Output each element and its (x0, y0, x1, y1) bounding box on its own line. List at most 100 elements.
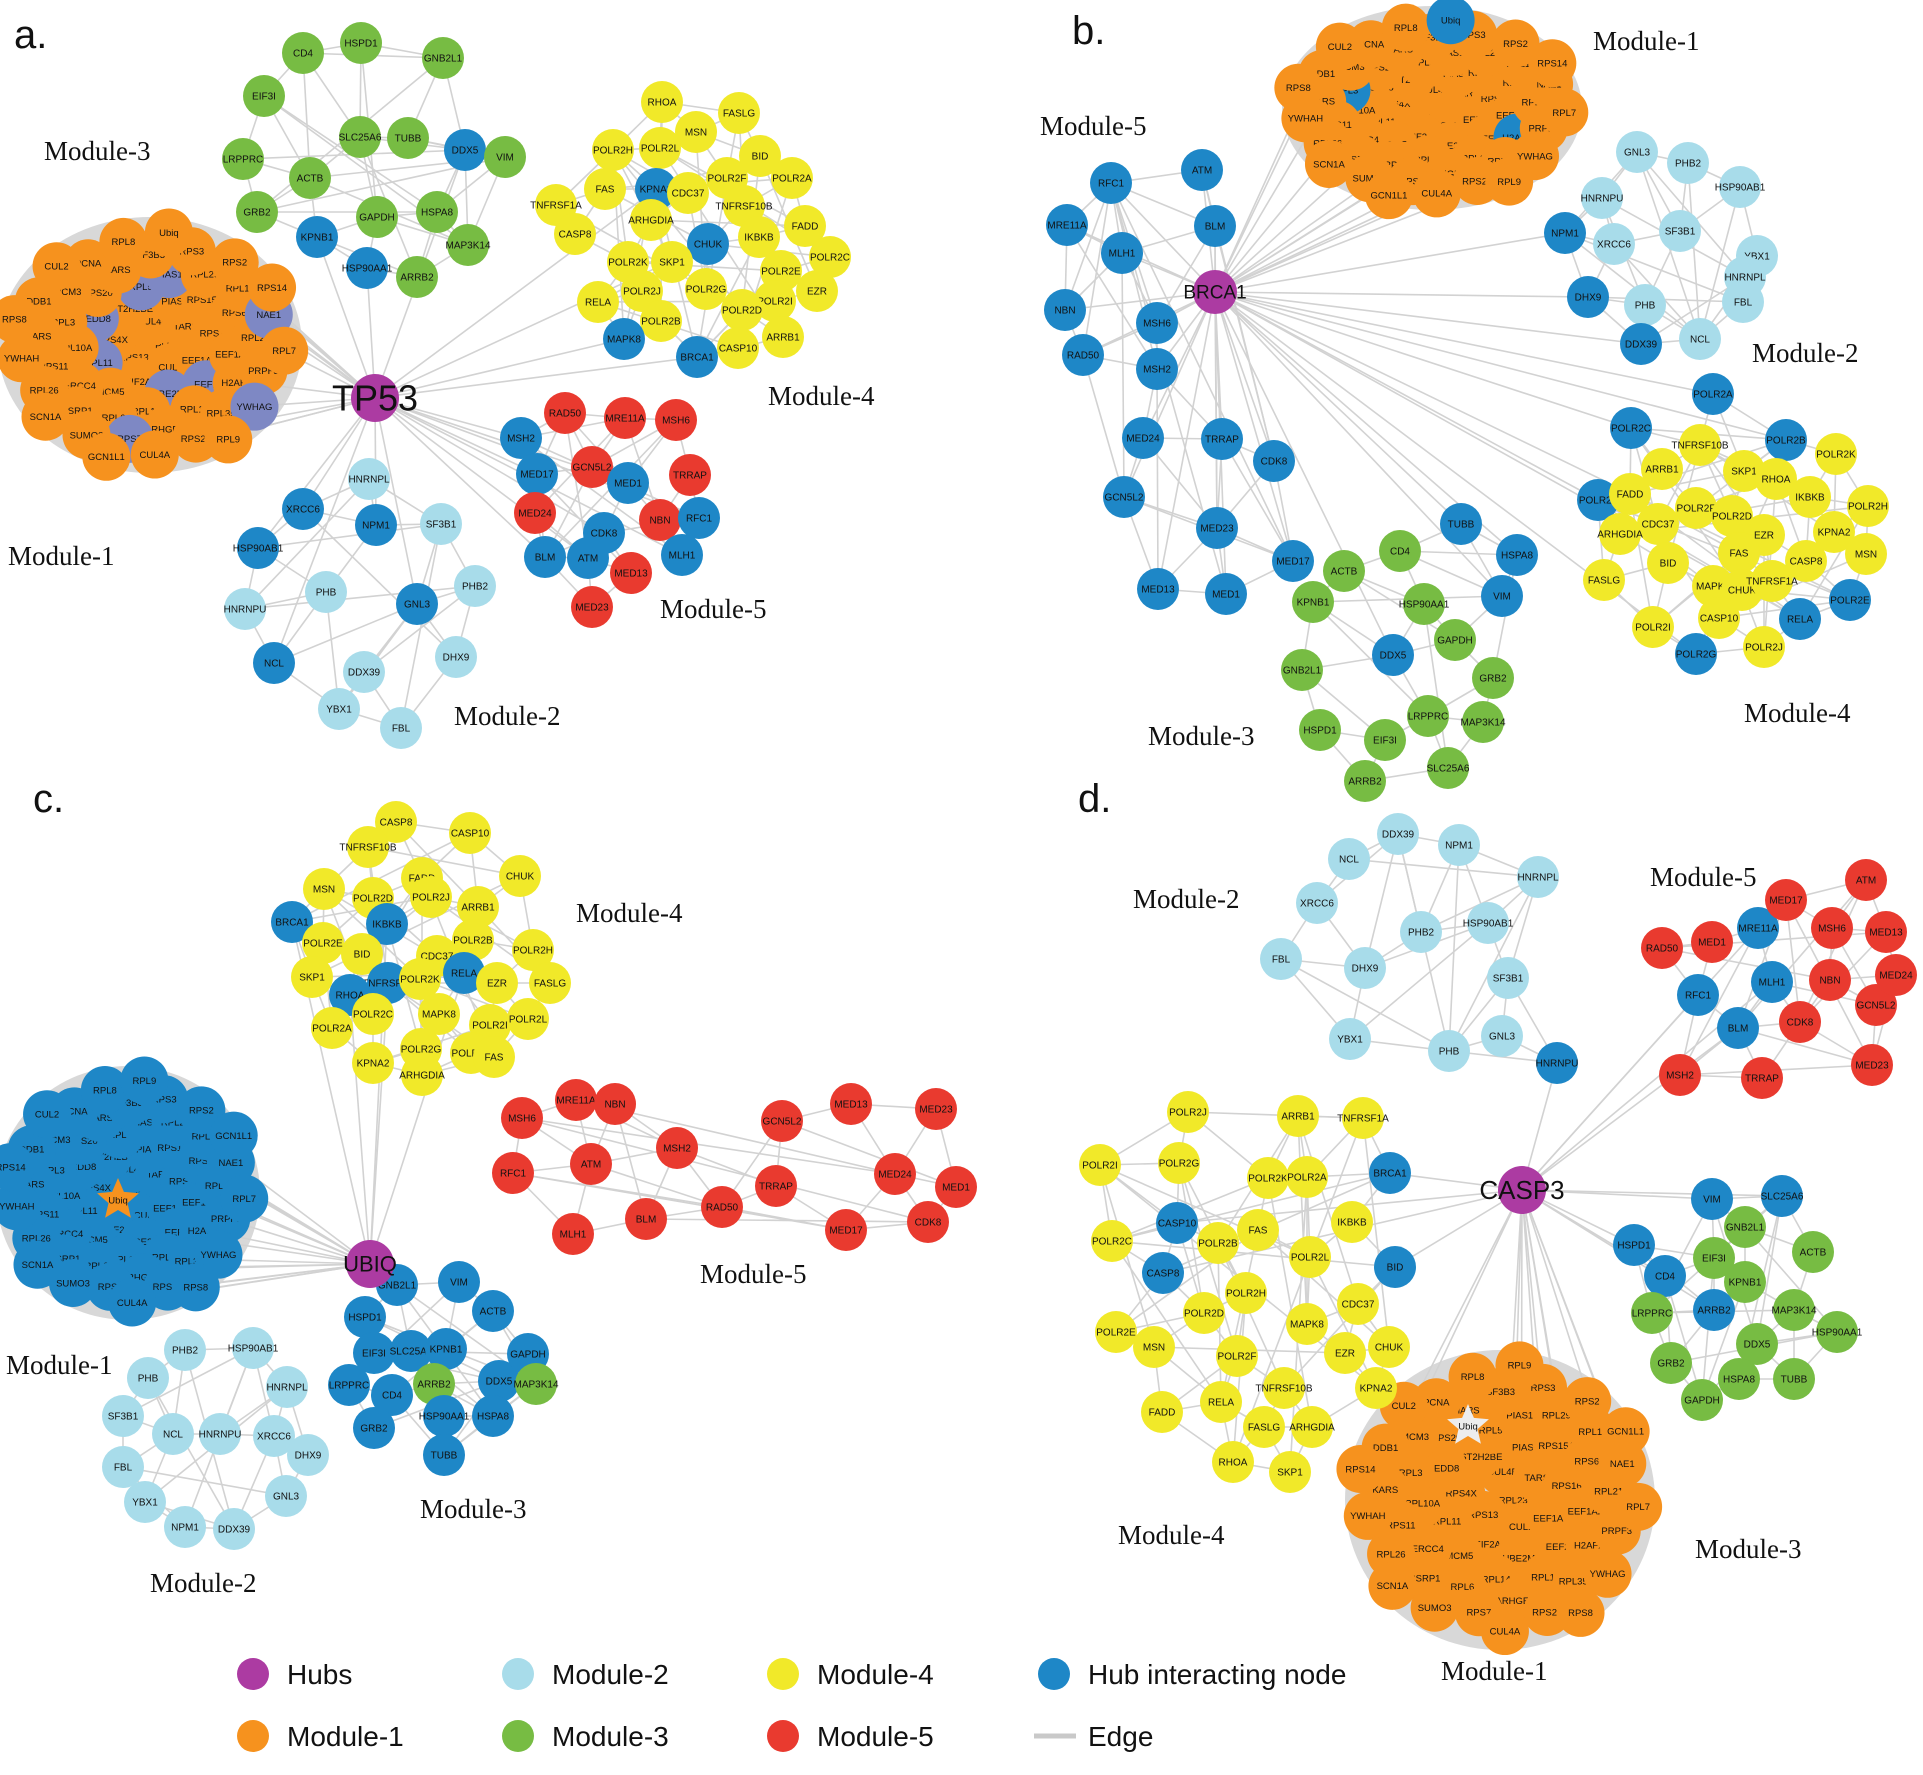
node-label-NPM1: NPM1 (362, 521, 390, 532)
node-label-RPS23: RPS23 (153, 1282, 183, 1293)
node-circle-MRE11A (1737, 907, 1779, 949)
node-label-GRB2: GRB2 (360, 1424, 388, 1435)
node-HNRNPL: HNRNPL (1517, 856, 1559, 898)
node-circle-XRCC6 (1296, 882, 1338, 924)
node-MAPK8: MAPK8 (418, 993, 460, 1035)
node-label-RPS3: RPS3 (1461, 30, 1486, 41)
hub-node-TP53: TP53 (332, 374, 418, 422)
node-circle-CASP8 (375, 801, 417, 843)
node-label-POLR2B: POLR2B (453, 936, 493, 947)
node-circle-RPL9 (1495, 1341, 1544, 1390)
node-label-RPL21: RPL21 (205, 1181, 234, 1192)
hub-circle-TP53 (351, 374, 399, 422)
module-label-d-Module-4: Module-4 (1118, 1520, 1225, 1550)
node-label-RPL23: RPL23 (1499, 1495, 1528, 1506)
node-label-POLR2F: POLR2F (1677, 504, 1716, 515)
node-POLR2J: POLR2J (1167, 1091, 1209, 1133)
node-label-MSN: MSN (685, 128, 707, 139)
node-POLR2K: POLR2K (1247, 1157, 1289, 1199)
node-label-DDX5: DDX5 (1380, 651, 1407, 662)
node-label-PIAS2: PIAS2 (1512, 1443, 1539, 1454)
node-circle-ARRB1 (1641, 448, 1683, 490)
star-label: Ubiq (108, 1195, 128, 1206)
node-label-RPS15A: RPS15A (1538, 1441, 1575, 1452)
node-HSPA8: HSPA8 (1496, 534, 1538, 576)
legend-label: Edge (1088, 1721, 1153, 1752)
node-MAP3K14: MAP3K14 (1771, 1289, 1817, 1331)
node-label-H2AFX: H2AFX (188, 1226, 219, 1237)
node-circle-RPL7 (220, 1174, 269, 1223)
node-label-RPS4X: RPS4X (97, 335, 129, 346)
node-label-HIST2H2BE: HIST2H2BE (1451, 1452, 1503, 1463)
node-label-CDK8: CDK8 (1261, 457, 1288, 468)
node-circle-DDX5 (444, 129, 486, 171)
node-circle-MSH2 (656, 1127, 698, 1169)
node-circle-POLR2L (639, 127, 681, 169)
node-MED1: MED1 (607, 462, 649, 504)
edge (521, 1117, 929, 1223)
node-label-RPL9: RPL9 (1508, 1361, 1532, 1372)
node-label-RPS8: RPS8 (2, 314, 27, 325)
node-circle-PHB2 (454, 565, 496, 607)
node-circle-PHB (1624, 284, 1666, 326)
node-label-RPS3: RPS3 (179, 247, 204, 258)
node-HSPA8: HSPA8 (1718, 1358, 1760, 1400)
node-circle-HSP90AB1 (232, 1327, 274, 1369)
node-label-SF3B1: SF3B1 (1665, 227, 1696, 238)
node-BLM: BLM (524, 536, 566, 578)
node-circle-POLR2K (399, 958, 441, 1000)
node-circle-PHB (127, 1357, 169, 1399)
legend-label: Hubs (287, 1659, 352, 1690)
node-MSH6: MSH6 (655, 399, 697, 441)
node-label-POLR2H: POLR2H (1848, 502, 1888, 513)
node-CASP8: CASP8 (1142, 1252, 1184, 1294)
node-GNB2L1: GNB2L1 (1724, 1206, 1766, 1248)
edge (721, 1206, 847, 1231)
node-circle-POLR2L (1289, 1236, 1331, 1278)
node-circle-MED17 (1765, 879, 1807, 921)
node-RPL7: RPL7 (260, 326, 309, 375)
node-DDX39: DDX39 (1620, 323, 1662, 365)
node-CD4: CD4 (1379, 530, 1421, 572)
node-EIF3I: EIF3I (1364, 719, 1406, 761)
node-circle-GNL3 (265, 1475, 307, 1517)
node-label-CUL4B: CUL4B (115, 1165, 146, 1176)
legend-label: Module-3 (552, 1721, 669, 1752)
node-label-GNL3: GNL3 (1489, 1032, 1516, 1043)
node-label-FAS: FAS (596, 185, 615, 196)
node-circle-MSN (675, 111, 717, 153)
node-label-LRPPRC: LRPPRC (1632, 1309, 1673, 1320)
node-circle-HSP90AA1 (1403, 583, 1445, 625)
node-DDX5: DDX5 (478, 1360, 520, 1402)
node-circle-POLR2D (1183, 1292, 1225, 1334)
node-label-H2AFX: H2AFX (221, 378, 252, 389)
hub-edge (1214, 131, 1311, 293)
node-PHB: PHB (1428, 1030, 1470, 1072)
node-circle-YBX1 (124, 1481, 166, 1523)
edge (1679, 927, 1759, 1076)
node-circle-DHX9 (1344, 947, 1386, 989)
node-label-HARS: HARS (104, 265, 130, 276)
node-label-TNFRSF10B: TNFRSF10B (1671, 441, 1729, 452)
node-label-HSPA8: HSPA8 (421, 208, 453, 219)
node-POLR2C: POLR2C (352, 993, 394, 1035)
node-FADD: FADD (1609, 473, 1651, 515)
node-label-BRCA1: BRCA1 (1373, 1169, 1407, 1180)
edge (1343, 570, 1456, 641)
node-label-CUL2: CUL2 (35, 1110, 59, 1121)
node-MRE11A: MRE11A (1046, 204, 1088, 246)
hub-circle-BRCA1 (1193, 270, 1237, 314)
hub-edge (374, 397, 538, 475)
node-label-MCM3: MCM3 (43, 1135, 71, 1146)
node-label-TRRAP: TRRAP (1205, 435, 1239, 446)
hub-circle-CASP3 (1498, 1166, 1546, 1214)
node-circle-POLR2H (512, 929, 554, 971)
node-label-NCL: NCL (264, 659, 284, 670)
node-circle-PHB2 (1667, 142, 1709, 184)
star-node-Ubiq: Ubiq (1447, 1404, 1489, 1444)
node-circle-POLR2K (1247, 1157, 1289, 1199)
node-label-RPL12: RPL12 (1578, 1427, 1607, 1438)
node-YWHAG: YWHAG (230, 382, 279, 431)
node-label-UBE2M: UBE2M (1502, 1553, 1535, 1564)
node-circle-MAPK8 (418, 993, 460, 1035)
